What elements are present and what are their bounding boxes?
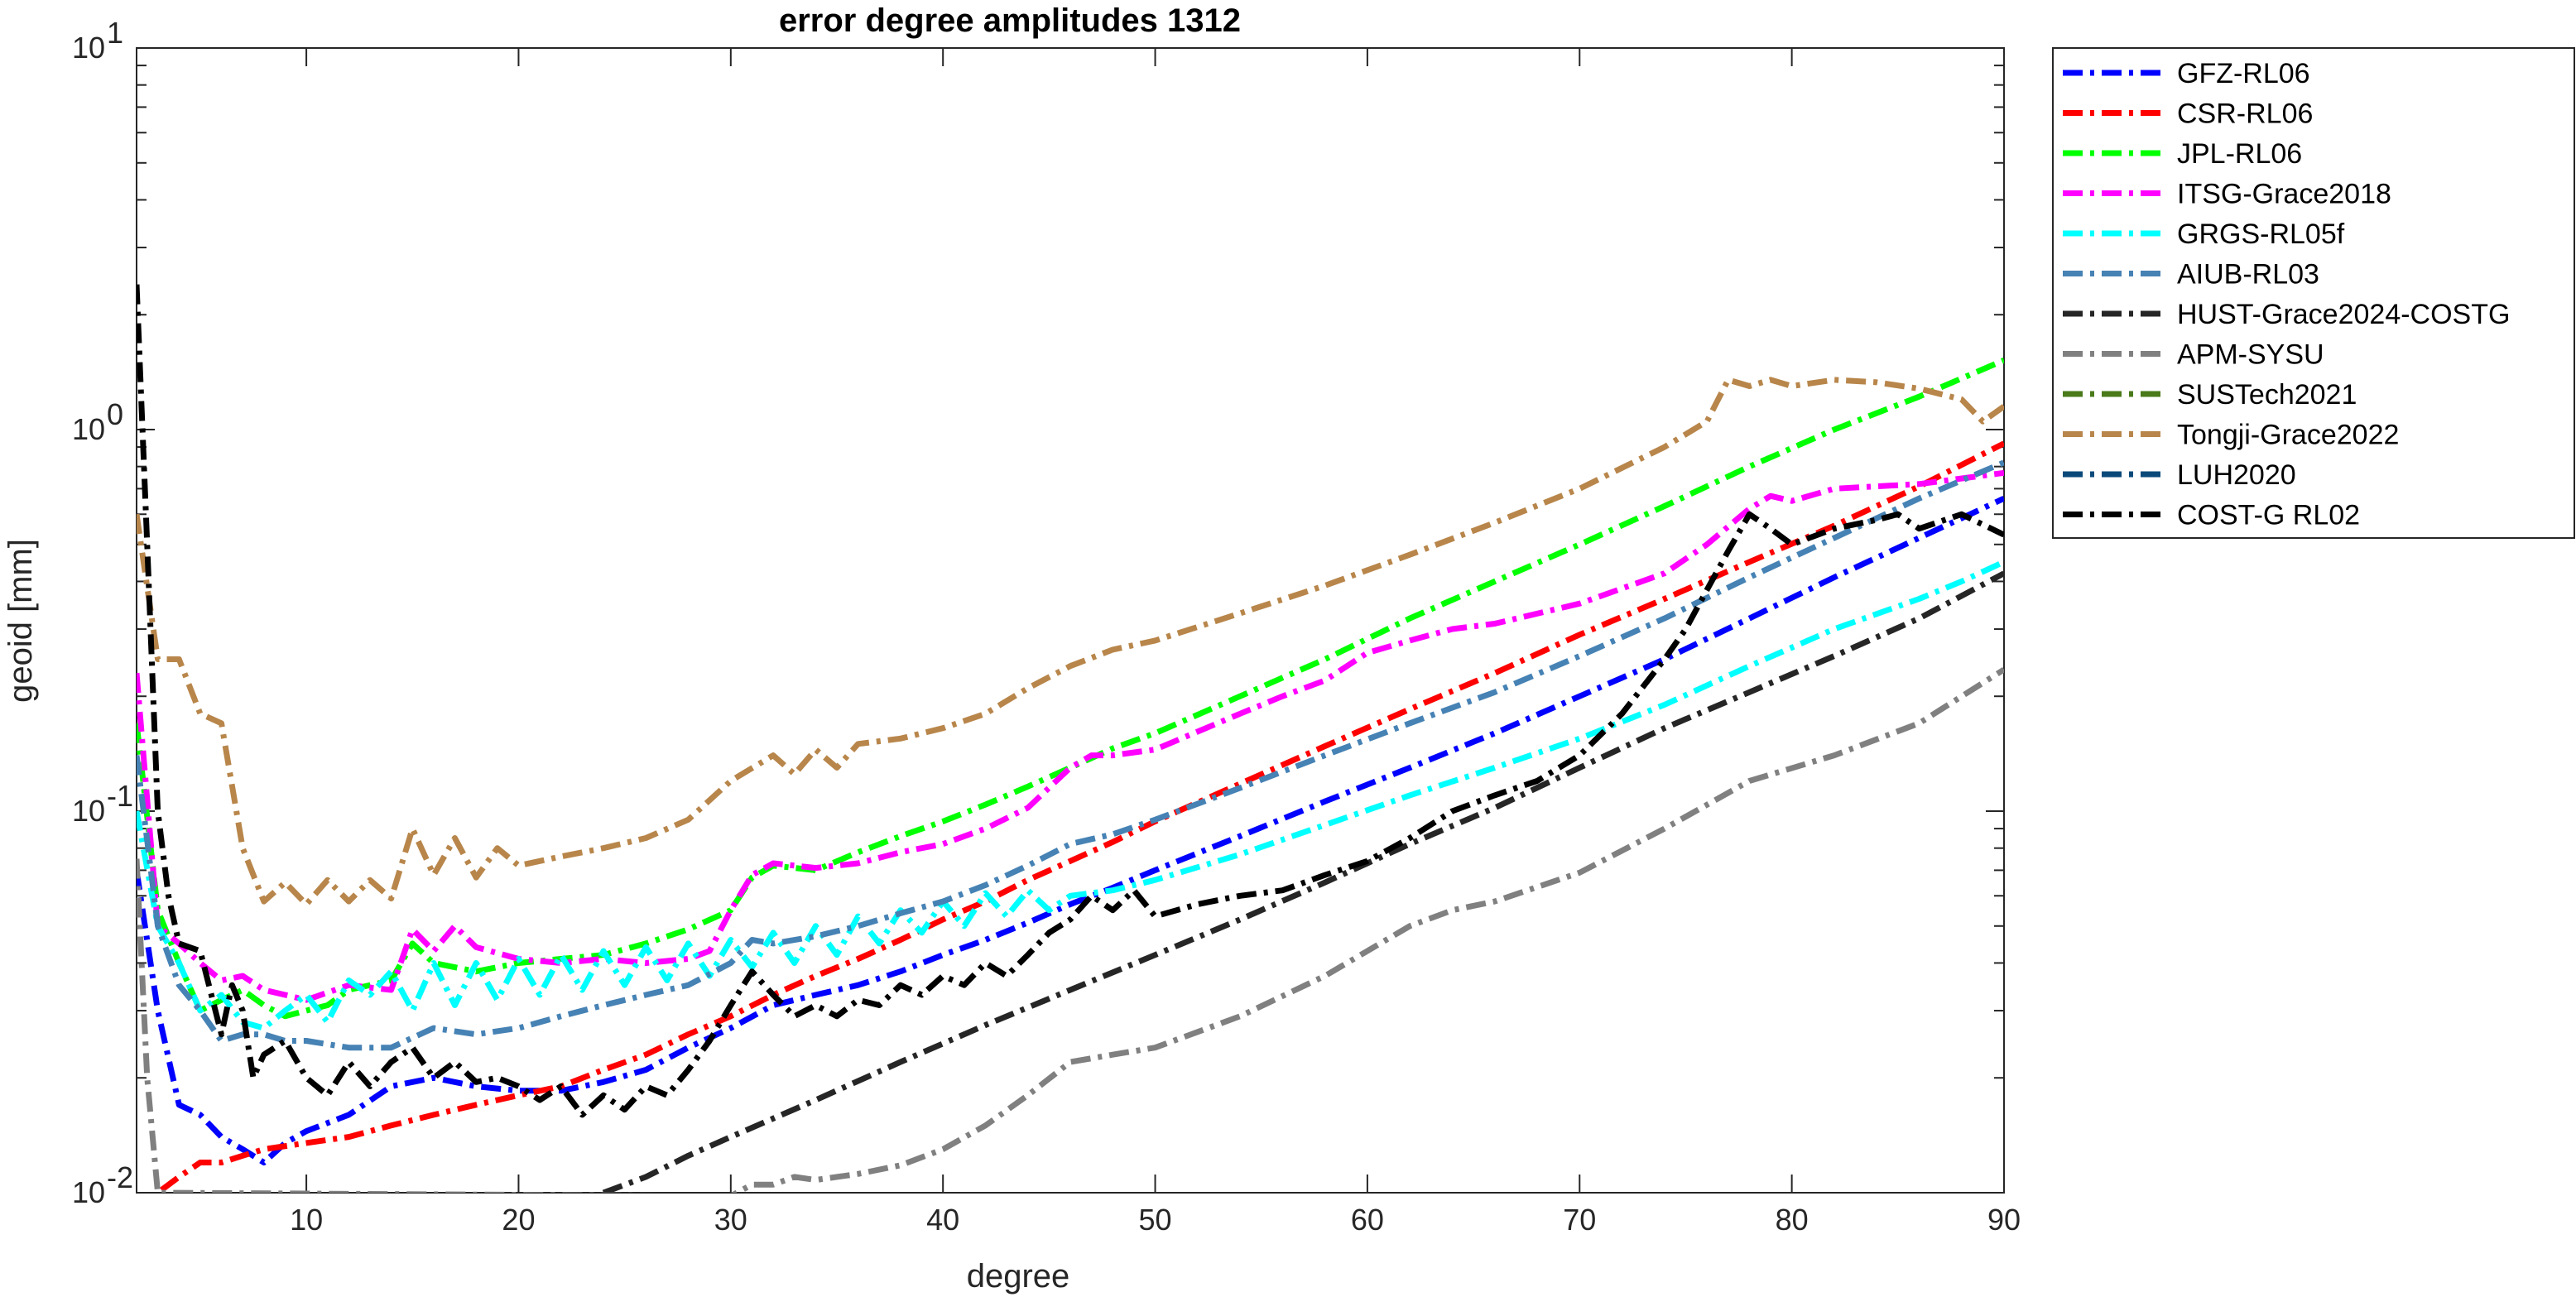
x-axis-tick-labels: 10 20 30 40 50 60 70 80 90 — [290, 1203, 2021, 1237]
series-line-9 — [137, 377, 2004, 907]
y-tick-label: 10 — [72, 31, 105, 65]
x-tick-label: 30 — [714, 1203, 747, 1237]
legend-label: LUH2020 — [2177, 459, 2296, 491]
legend-box — [2052, 47, 2575, 539]
series-line-7 — [137, 666, 2004, 1193]
axis-ticks — [137, 48, 2005, 1194]
chart-title: error degree amplitudes 1312 — [779, 2, 1241, 39]
series-line-11 — [137, 284, 2004, 1118]
y-tick-label-exponent: -2 — [107, 1160, 133, 1194]
y-tick-label-exponent: -1 — [107, 779, 133, 813]
x-tick-label: 70 — [1563, 1203, 1596, 1237]
legend: GFZ-RL06 CSR-RL06 JPL-RL06 ITSG-Grace2018 GR… — [2052, 47, 2575, 539]
series-lines — [137, 284, 2004, 1193]
legend-label: APM-SYSU — [2177, 339, 2324, 371]
x-tick-label: 20 — [502, 1203, 535, 1237]
plot-area — [136, 47, 2005, 1194]
legend-label: JPL-RL06 — [2177, 138, 2302, 170]
y-tick-label-exponent: 1 — [107, 16, 123, 50]
series-line-6 — [602, 570, 2004, 1193]
y-axis-label: geoid [mm] — [2, 539, 39, 703]
y-tick-label: 10 — [72, 794, 105, 828]
legend-label: AIUB-RL03 — [2177, 259, 2319, 291]
series-line-0 — [137, 496, 2004, 1165]
y-tick-label: 10 — [72, 412, 105, 446]
series-line-4 — [137, 559, 2004, 1031]
legend-label: HUST-Grace2024-COSTG — [2177, 299, 2510, 330]
legend-label: ITSG-Grace2018 — [2177, 179, 2391, 210]
x-tick-label: 10 — [290, 1203, 323, 1237]
series-line-1 — [154, 440, 2004, 1193]
x-axis-label: degree — [967, 1258, 1070, 1295]
legend-label: GRGS-RL05f — [2177, 219, 2345, 250]
x-tick-label: 80 — [1776, 1203, 1809, 1237]
y-tick-label: 10 — [72, 1175, 105, 1209]
series-line-5 — [137, 459, 2004, 1051]
x-tick-label: 60 — [1351, 1203, 1384, 1237]
legend-label: GFZ-RL06 — [2177, 58, 2310, 89]
x-tick-label: 50 — [1139, 1203, 1172, 1237]
x-tick-label: 90 — [1987, 1203, 2021, 1237]
x-tick-label: 40 — [926, 1203, 959, 1237]
y-tick-label-exponent: 0 — [107, 397, 123, 431]
series-line-3 — [137, 469, 2004, 1003]
legend-label: Tongji-Grace2022 — [2177, 420, 2399, 451]
legend-label: CSR-RL06 — [2177, 98, 2313, 130]
legend-label: SUSTech2021 — [2177, 379, 2357, 411]
legend-label: COST-G RL02 — [2177, 500, 2360, 531]
